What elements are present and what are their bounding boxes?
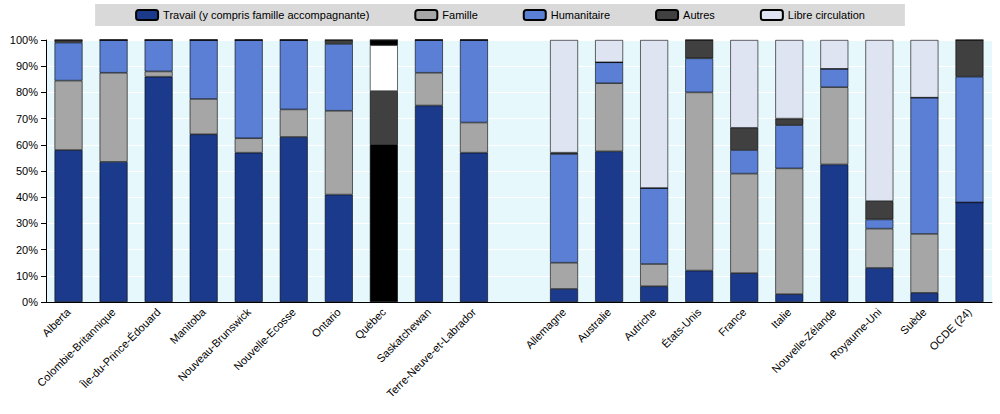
svg-text:Nouveau-Brunswick: Nouveau-Brunswick (175, 305, 253, 383)
svg-text:90%: 90% (16, 60, 38, 72)
svg-text:États-Unis: États-Unis (659, 305, 704, 350)
svg-text:Alberta: Alberta (40, 305, 74, 339)
svg-text:40%: 40% (16, 191, 38, 203)
svg-text:Nouvelle-Ecosse: Nouvelle-Ecosse (231, 306, 298, 373)
svg-text:0%: 0% (22, 296, 38, 308)
svg-text:Nouvelle-Zélande: Nouvelle-Zélande (769, 306, 838, 375)
svg-text:Ontario: Ontario (309, 306, 343, 340)
svg-text:Humanitaire: Humanitaire (551, 9, 610, 21)
svg-text:Famille: Famille (442, 9, 477, 21)
svg-text:Terre-Neuve-et-Labrador: Terre-Neuve-et-Labrador (384, 306, 478, 400)
svg-text:Royaume-Uni: Royaume-Uni (828, 306, 884, 362)
svg-text:50%: 50% (16, 165, 38, 177)
svg-text:Saskatchewan: Saskatchewan (374, 305, 434, 365)
svg-text:100%: 100% (10, 34, 38, 46)
svg-text:Allemagne: Allemagne (523, 306, 568, 351)
svg-text:10%: 10% (16, 270, 38, 282)
svg-text:60%: 60% (16, 139, 38, 151)
svg-text:OCDE (24): OCDE (24) (927, 306, 974, 353)
svg-text:20%: 20% (16, 244, 38, 256)
svg-text:Suède: Suède (898, 306, 929, 337)
svg-text:Travail (y compris famille acc: Travail (y compris famille accompagnante… (163, 9, 369, 21)
svg-text:Île-du-Prince-Édouard: Île-du-Prince-Édouard (78, 306, 163, 391)
svg-text:Colombie-Britannique: Colombie-Britannique (35, 306, 118, 389)
svg-text:Australie: Australie (575, 306, 614, 345)
svg-text:80%: 80% (16, 86, 38, 98)
svg-text:70%: 70% (16, 113, 38, 125)
svg-text:Autres: Autres (683, 9, 715, 21)
svg-text:Italie: Italie (769, 306, 794, 331)
svg-text:Libre circulation: Libre circulation (788, 9, 865, 21)
svg-text:Québec: Québec (352, 305, 388, 341)
svg-text:Autriche: Autriche (621, 306, 658, 343)
svg-text:France: France (716, 306, 749, 339)
svg-text:Manitoba: Manitoba (167, 305, 208, 346)
svg-text:30%: 30% (16, 217, 38, 229)
